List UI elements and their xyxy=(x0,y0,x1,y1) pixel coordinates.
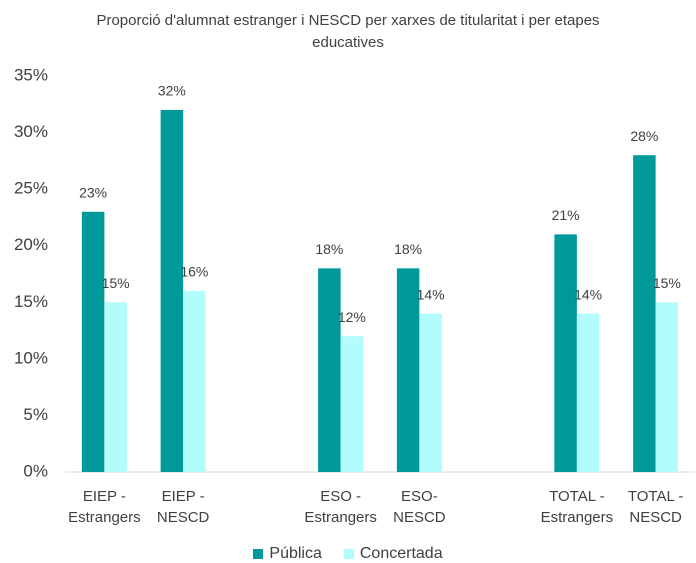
legend-swatch xyxy=(343,549,354,559)
x-tick-label: ESO- NESCD xyxy=(393,488,446,526)
data-label: 23% xyxy=(79,184,107,200)
bar xyxy=(160,109,184,472)
data-label: 14% xyxy=(417,286,445,302)
chart-title: Proporció d'alumnat estranger i NESCD pe… xyxy=(96,12,600,51)
data-label: 18% xyxy=(315,241,343,257)
bar xyxy=(81,211,105,472)
bar xyxy=(576,313,600,472)
y-tick-label: 35% xyxy=(14,65,48,84)
x-tick-label: EIEP - Estrangers xyxy=(68,488,141,526)
x-tick-label: TOTAL - NESCD xyxy=(627,488,684,526)
x-tick-label: ESO - Estrangers xyxy=(304,488,377,526)
data-label: 32% xyxy=(158,83,186,99)
y-tick-label: 10% xyxy=(14,348,48,367)
y-tick-label: 20% xyxy=(14,235,48,254)
bar xyxy=(318,268,341,472)
y-tick-label: 15% xyxy=(14,292,48,311)
y-tick-label: 5% xyxy=(23,405,48,424)
bar xyxy=(554,234,577,472)
x-tick-label: TOTAL - Estrangers xyxy=(540,488,614,526)
legend-item: Concertada xyxy=(343,545,443,563)
bar xyxy=(419,313,442,472)
legend: Pública Concertada xyxy=(0,545,696,563)
data-label: 14% xyxy=(574,286,602,302)
legend-item: Pública xyxy=(253,545,322,563)
y-tick-label: 0% xyxy=(23,461,48,480)
data-label: 18% xyxy=(394,241,422,257)
y-tick-label: 30% xyxy=(14,122,48,141)
data-label: 16% xyxy=(180,264,208,280)
legend-label: Pública xyxy=(269,545,322,562)
bar xyxy=(104,302,127,472)
bar xyxy=(633,155,656,472)
data-label: 15% xyxy=(102,275,130,291)
bar xyxy=(183,290,206,472)
legend-swatch xyxy=(253,549,264,559)
data-label: 21% xyxy=(552,207,580,223)
bar xyxy=(655,302,679,472)
data-label: 12% xyxy=(338,309,366,325)
data-label: 15% xyxy=(653,275,681,291)
bar xyxy=(396,268,420,472)
bar xyxy=(340,336,364,472)
y-tick-label: 25% xyxy=(14,179,48,198)
data-label: 28% xyxy=(630,128,658,144)
x-tick-label: EIEP - NESCD xyxy=(156,488,210,526)
legend-label: Concertada xyxy=(359,545,443,562)
